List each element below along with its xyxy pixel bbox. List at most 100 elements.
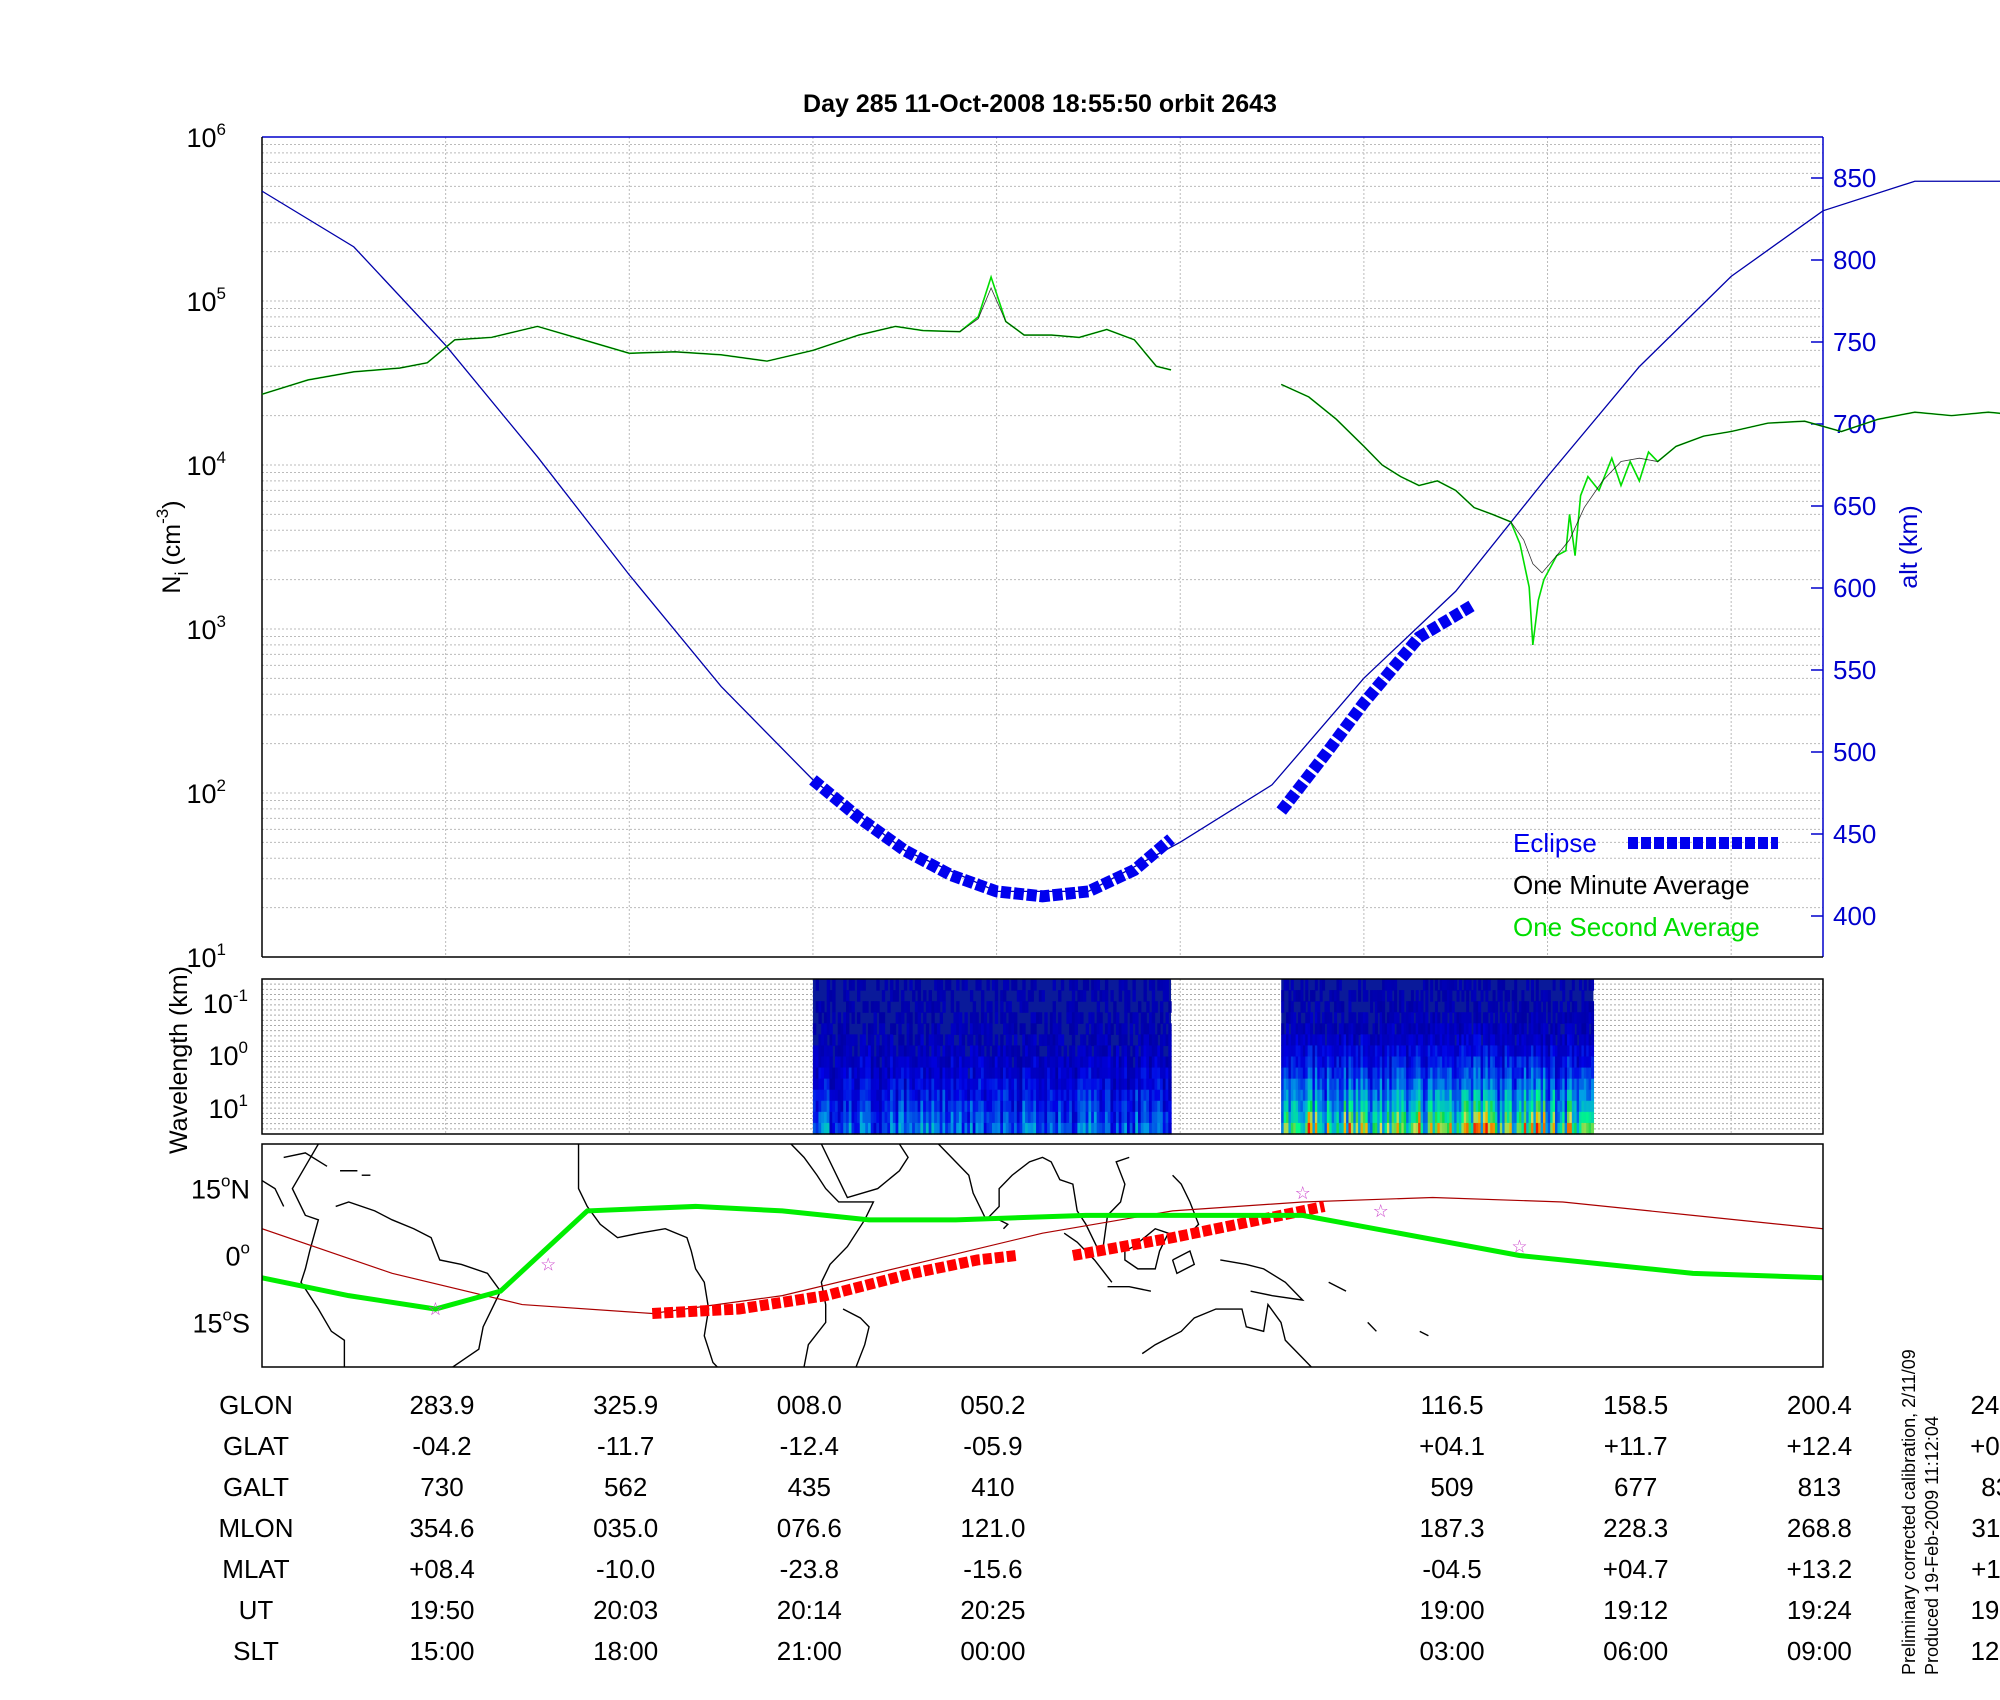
spectrogram-cell (1540, 1023, 1544, 1035)
spectrogram-cell (1110, 1111, 1114, 1124)
spectrogram-cell (1398, 1100, 1402, 1113)
spectrogram-cell (975, 1034, 979, 1047)
spectrogram-cell (934, 1001, 938, 1013)
spectrogram-cell (1044, 1067, 1048, 1080)
spectrogram-cell (1567, 1001, 1571, 1013)
table-cell: 06:00 (1603, 1636, 1668, 1666)
spectrogram-cell (1317, 1045, 1321, 1058)
spectrogram-cell (1571, 1089, 1575, 1102)
spectrogram-cell (1579, 1078, 1583, 1091)
spectrogram-cell (1286, 1078, 1290, 1091)
spectrogram-cell (925, 1056, 930, 1069)
spectrogram-cell (1115, 1089, 1120, 1102)
spectrogram-cell (989, 1078, 993, 1091)
spectrogram-cell (997, 1067, 1001, 1080)
spectrogram-cell (1331, 1122, 1335, 1135)
spectrogram-cell (1014, 1100, 1018, 1113)
spectrogram-cell (994, 1012, 999, 1024)
spectrogram-cell (1091, 1078, 1095, 1091)
spectrogram-cell (1353, 1089, 1357, 1102)
spectrogram-cell (1132, 979, 1136, 991)
spectrogram-cell (826, 1078, 831, 1091)
spectrogram-cell (887, 1111, 891, 1124)
spectrogram-cell (1360, 1122, 1364, 1135)
y-tick-exp: 6 (217, 120, 226, 139)
spectrogram-cell (1475, 1100, 1479, 1113)
spectrogram-cell (923, 1056, 927, 1069)
spectrogram-cell (1143, 1089, 1147, 1102)
spectrogram-cell (1286, 1045, 1290, 1058)
spectrogram-cell (1506, 990, 1510, 1002)
spectrogram-cell (1362, 979, 1366, 991)
spectrogram-cell (1475, 1078, 1479, 1091)
spectrogram-cell (1449, 1034, 1453, 1047)
table-cell: 008.0 (777, 1390, 842, 1420)
spectrogram-cell (1574, 1078, 1578, 1091)
spectrogram-cell (1579, 1111, 1583, 1124)
spectrogram-cell (1499, 1012, 1503, 1024)
spectrogram-cell (1000, 1111, 1004, 1124)
spectrogram-cell (1408, 1056, 1412, 1069)
spectrogram-cell (1074, 1078, 1078, 1091)
spectrogram-cell (887, 1034, 891, 1047)
spectrogram-cell (879, 1012, 883, 1024)
spectrogram-cell (1386, 990, 1390, 1002)
spectrogram-cell (1374, 1012, 1378, 1024)
spectrogram-cell (1482, 1122, 1486, 1135)
spectrogram-cell (1074, 979, 1078, 991)
spectrogram-cell (1391, 1089, 1395, 1102)
spectrogram-cell (1567, 1111, 1571, 1124)
spectrogram-cell (928, 1089, 932, 1102)
spectrogram-cell (829, 1034, 833, 1047)
spectrogram-cell (857, 1122, 861, 1135)
y2-tick-label: 400 (1833, 901, 1876, 931)
spectrogram-cell (1300, 990, 1304, 1002)
spectrogram-cell (1132, 990, 1136, 1002)
spectrogram-cell (1298, 1067, 1302, 1080)
spectrogram-cell (1564, 1045, 1568, 1058)
spectrogram-cell (1538, 1111, 1542, 1124)
spectrogram-cell (1547, 1078, 1551, 1091)
spectrogram-cell (1449, 1078, 1453, 1091)
spectrogram-cell (1382, 1122, 1386, 1135)
spectrogram-cell (1403, 1045, 1407, 1058)
spectrogram-cell (1446, 1111, 1450, 1124)
spectrogram-cell (989, 1001, 993, 1013)
table-cell: 15:00 (409, 1636, 474, 1666)
spectrogram-cell (884, 1067, 888, 1080)
spectrogram-cell (1466, 1056, 1470, 1069)
spectrogram-cell (823, 1023, 828, 1035)
spectrogram-cell (823, 1100, 828, 1113)
spectrogram-cell (1367, 1045, 1371, 1058)
spectrogram-cell (942, 1001, 946, 1013)
spectrogram-cell (1063, 1089, 1067, 1102)
spectrogram-cell (821, 1045, 825, 1058)
spectrogram-cell (1312, 1034, 1316, 1047)
spectrogram-cell (1473, 1012, 1477, 1024)
spectrogram-cell (1135, 1045, 1139, 1058)
spectrogram-cell (1384, 1056, 1388, 1069)
spectrogram-cell (956, 1001, 960, 1013)
spectrogram-cell (1410, 1023, 1414, 1035)
spectrogram-cell (1341, 1122, 1345, 1135)
spectrogram-cell (1326, 1001, 1330, 1013)
spectrogram-cell (997, 1078, 1001, 1091)
spectrogram-cell (1391, 1023, 1395, 1035)
spectrogram-cell (862, 1056, 866, 1069)
spectrogram-cell (1406, 1089, 1410, 1102)
spectrogram-cell (1545, 1056, 1549, 1069)
spectrogram-cell (1151, 1111, 1156, 1124)
spectrogram-cell (1518, 1056, 1522, 1069)
spectrogram-cell (1283, 1100, 1287, 1113)
spectrogram-cell (914, 1122, 919, 1135)
spectrogram-cell (1545, 1089, 1549, 1102)
spectrogram-cell (1283, 1067, 1287, 1080)
spectrogram-cell (1574, 1012, 1578, 1024)
spectrogram-cell (1526, 1089, 1530, 1102)
spectrogram-cell (1492, 1023, 1496, 1035)
spectrogram-cell (1329, 1067, 1333, 1080)
spectrogram-cell (1564, 1122, 1568, 1135)
spectrogram-cell (890, 1067, 894, 1080)
spectrogram-cell (1535, 1034, 1539, 1047)
spectrogram-cell (898, 1067, 902, 1080)
